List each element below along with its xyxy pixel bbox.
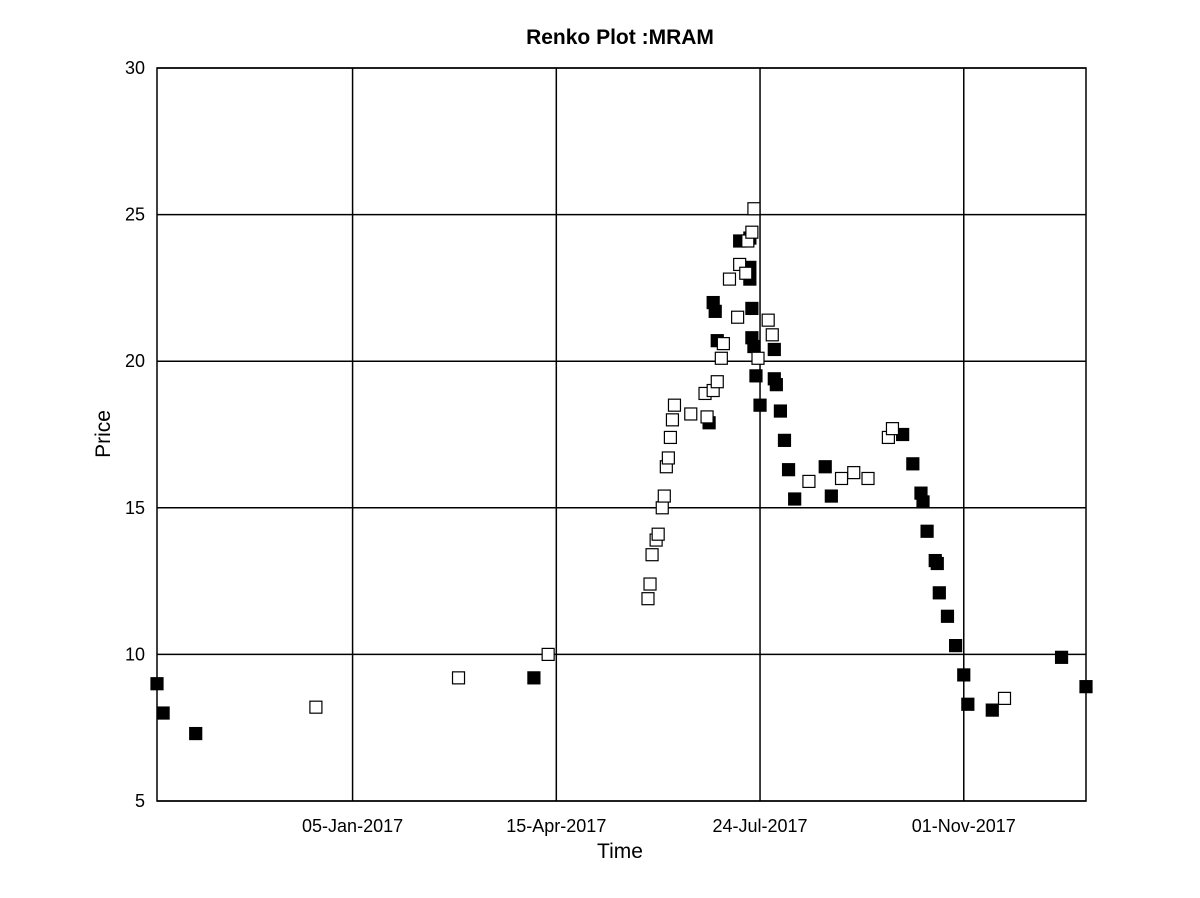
- hollow-brick: [645, 548, 659, 562]
- filled-brick: [949, 639, 963, 653]
- x-tick-label: 01-Nov-2017: [912, 816, 1016, 836]
- y-tick-label: 5: [135, 791, 145, 811]
- filled-brick: [957, 668, 971, 682]
- renko-bricks: [150, 202, 1093, 741]
- hollow-brick: [751, 351, 765, 365]
- hollow-brick: [861, 471, 875, 486]
- filled-brick: [961, 697, 975, 711]
- y-tick-label: 30: [125, 58, 145, 78]
- tick-labels: 5 10 15 20 25 30 05-Jan-2017 15-Apr-2017 24-Jul-…: [125, 58, 1016, 836]
- filled-brick: [906, 457, 920, 471]
- filled-brick: [769, 378, 783, 392]
- filled-brick: [940, 609, 955, 623]
- filled-brick: [708, 304, 722, 318]
- filled-brick: [920, 524, 934, 538]
- hollow-brick: [745, 225, 759, 239]
- hollow-brick: [710, 375, 724, 389]
- filled-brick: [930, 556, 944, 571]
- hollow-brick: [765, 328, 779, 342]
- x-axis-label: Time: [597, 840, 643, 863]
- hollow-brick: [641, 592, 655, 606]
- y-tick-label: 15: [125, 498, 145, 518]
- x-tick-label: 05-Jan-2017: [302, 816, 403, 836]
- hollow-brick: [655, 501, 669, 515]
- hollow-brick: [802, 474, 816, 489]
- filled-brick: [156, 706, 170, 720]
- hollow-brick: [643, 577, 657, 591]
- filled-brick: [788, 492, 802, 506]
- hollow-brick: [651, 527, 665, 541]
- hollow-brick: [451, 671, 466, 685]
- filled-brick: [749, 369, 763, 383]
- filled-brick: [753, 398, 767, 412]
- filled-brick: [985, 703, 999, 717]
- hollow-brick: [667, 398, 682, 412]
- plot-area-frame: [156, 67, 1087, 802]
- filled-brick: [932, 586, 946, 600]
- hollow-brick: [716, 337, 730, 351]
- filled-brick: [767, 342, 781, 357]
- hollow-brick: [309, 700, 323, 714]
- hollow-brick: [684, 407, 698, 421]
- hollow-brick: [761, 313, 775, 327]
- filled-brick: [189, 726, 203, 741]
- filled-brick: [777, 433, 792, 447]
- hollow-brick: [847, 466, 861, 480]
- hollow-brick: [834, 471, 849, 486]
- y-tick-label: 10: [125, 644, 145, 664]
- hollow-brick: [714, 351, 728, 365]
- chart-title: Renko Plot :MRAM: [526, 26, 714, 49]
- hollow-brick: [997, 691, 1012, 705]
- grid: [157, 67, 1086, 802]
- hollow-brick: [700, 410, 714, 424]
- hollow-brick: [665, 413, 680, 427]
- filled-brick: [916, 495, 930, 509]
- hollow-brick: [731, 310, 745, 324]
- filled-brick: [745, 301, 759, 316]
- hollow-brick: [747, 202, 761, 216]
- hollow-brick: [541, 647, 555, 662]
- hollow-brick: [657, 489, 671, 503]
- filled-brick: [781, 463, 796, 477]
- filled-brick: [527, 671, 541, 685]
- filled-brick: [1054, 650, 1069, 664]
- hollow-brick: [722, 272, 737, 286]
- y-tick-label: 20: [125, 351, 145, 371]
- hollow-brick: [663, 430, 677, 445]
- filled-brick: [818, 460, 832, 474]
- x-tick-label: 15-Apr-2017: [506, 816, 606, 836]
- filled-brick: [824, 489, 838, 503]
- filled-brick: [773, 404, 788, 418]
- hollow-brick: [661, 451, 675, 465]
- y-tick-label: 25: [125, 205, 145, 225]
- hollow-brick: [885, 422, 900, 436]
- filled-brick: [747, 339, 761, 354]
- hollow-brick: [739, 266, 753, 280]
- x-tick-label: 24-Jul-2017: [713, 816, 808, 836]
